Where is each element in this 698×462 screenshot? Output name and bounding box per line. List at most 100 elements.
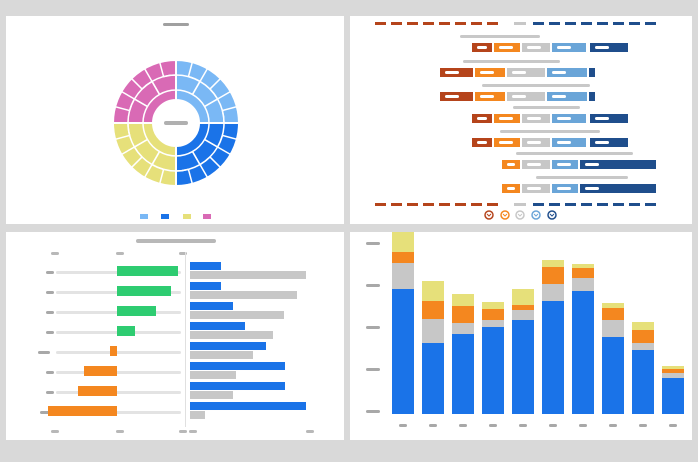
gantt-legend <box>484 210 557 220</box>
stacked-segment <box>482 302 504 309</box>
x-tick-label <box>639 424 647 427</box>
stacked-segment <box>572 278 594 291</box>
y-tick-label <box>366 410 380 413</box>
dash-dark-blue <box>645 22 656 25</box>
row-label-placeholder <box>46 391 54 394</box>
stacked-segment <box>602 303 624 308</box>
stacked-segment <box>542 260 564 267</box>
gantt-segment <box>589 68 595 77</box>
row-label-placeholder <box>40 411 52 414</box>
stacked-segment <box>542 300 564 414</box>
axis-tick-label <box>116 430 124 433</box>
dash-dark-blue <box>533 22 544 25</box>
gantt-segment-label-placeholder <box>527 117 541 120</box>
gantt-panel <box>350 16 692 224</box>
sunburst-chart <box>111 58 241 188</box>
gantt-segment-label-placeholder <box>512 95 526 98</box>
gantt-segment-label-placeholder <box>445 95 459 98</box>
legend-badge-gray-icon <box>515 210 525 220</box>
gantt-segment-label-placeholder <box>480 95 494 98</box>
stacked-segment <box>542 283 564 301</box>
stacked-segment <box>422 318 444 343</box>
diverging-bars-panel <box>6 232 344 440</box>
sunburst-title-placeholder <box>163 23 189 26</box>
gray-bar <box>190 391 233 399</box>
axis-tick-label <box>179 430 187 433</box>
axis-tick-label <box>51 430 59 433</box>
y-tick-label <box>366 242 380 245</box>
stacked-segment <box>662 369 684 374</box>
dash-dark-orange <box>375 203 386 206</box>
row-baseline <box>56 411 181 414</box>
stacked-segment <box>602 307 624 321</box>
gantt-segment <box>580 160 656 169</box>
x-tick-label <box>489 424 497 427</box>
row-label-placeholder <box>46 271 54 274</box>
sunburst-panel <box>6 16 344 224</box>
diverging-bar <box>77 386 117 396</box>
row-label-placeholder <box>46 371 54 374</box>
row-label-placeholder <box>46 311 54 314</box>
gantt-segment <box>472 114 492 123</box>
gantt-segment <box>502 184 520 193</box>
gantt-segment <box>494 43 520 52</box>
gray-bar <box>190 311 284 319</box>
x-tick-label <box>669 424 677 427</box>
stacked-segment <box>482 320 504 328</box>
dash-dark-blue <box>613 203 624 206</box>
dash-dark-blue <box>549 203 560 206</box>
gantt-segment <box>590 138 628 147</box>
gantt-baseline <box>516 152 633 155</box>
gantt-segment-label-placeholder <box>499 141 513 144</box>
gantt-segment <box>440 68 473 77</box>
stacked-segment <box>512 320 534 414</box>
diverging-bar <box>117 266 179 276</box>
dash-dark-orange <box>471 203 482 206</box>
stacked-segment <box>632 321 654 330</box>
dash-dark-orange <box>439 22 450 25</box>
gantt-segment-label-placeholder <box>585 187 599 190</box>
axis-line <box>185 252 186 427</box>
sunburst-center-label-placeholder <box>164 121 188 125</box>
legend-badge-orange-icon <box>500 210 510 220</box>
gantt-segment <box>590 114 628 123</box>
x-tick-label <box>459 424 467 427</box>
dash-dark-blue <box>629 22 640 25</box>
blue-bar <box>190 322 245 330</box>
gantt-segment-label-placeholder <box>507 163 515 166</box>
dash-dark-orange <box>391 22 402 25</box>
gray-bar <box>190 351 254 359</box>
stacked-segment <box>602 320 624 337</box>
gantt-segment-label-placeholder <box>499 117 513 120</box>
gray-bar <box>190 371 237 379</box>
dash-dark-blue <box>533 203 544 206</box>
stacked-segment <box>632 330 654 343</box>
legend-pink-icon <box>203 214 211 219</box>
stacked-columns-panel <box>350 232 692 440</box>
gantt-segment <box>522 160 550 169</box>
dash-dark-blue <box>629 203 640 206</box>
gantt-segment-label-placeholder <box>477 117 487 120</box>
y-tick-label <box>366 284 380 287</box>
dash-dark-orange <box>407 203 418 206</box>
legend-light-blue-icon <box>140 214 148 219</box>
diverging-bar <box>117 306 157 316</box>
diverging-bar <box>110 346 117 356</box>
dash-dark-blue <box>645 203 656 206</box>
axis-tick-label <box>189 430 197 433</box>
blue-bar <box>190 362 286 370</box>
gantt-segment-label-placeholder <box>552 95 566 98</box>
dash-dark-blue <box>549 22 560 25</box>
dash-dark-orange <box>487 203 498 206</box>
gantt-segment <box>547 68 587 77</box>
row-baseline <box>56 371 181 374</box>
gantt-segment-label-placeholder <box>552 71 566 74</box>
gantt-segment-label-placeholder <box>512 71 526 74</box>
stacked-segment <box>452 293 474 307</box>
dash-dark-blue <box>581 22 592 25</box>
gantt-segment <box>475 92 505 101</box>
y-tick-label <box>366 326 380 329</box>
gantt-segment <box>507 92 545 101</box>
legend-badge-dark-orange-icon <box>484 210 494 220</box>
gantt-segment-label-placeholder <box>557 117 571 120</box>
